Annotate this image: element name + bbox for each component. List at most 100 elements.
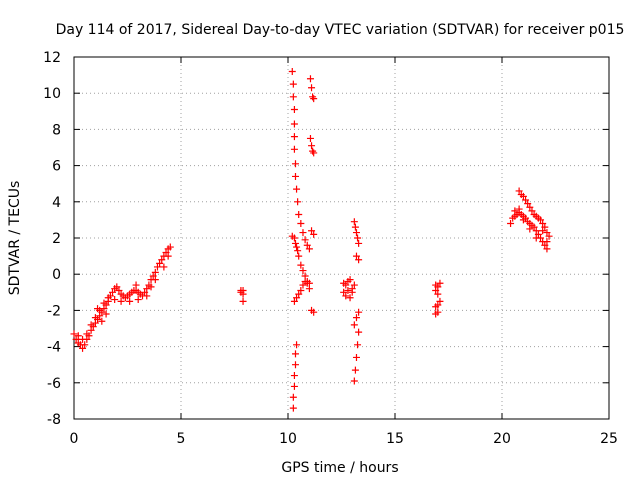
data-point — [113, 283, 121, 291]
x-tick-label: 0 — [70, 431, 79, 447]
data-point — [310, 95, 318, 103]
data-point — [126, 297, 134, 305]
data-point — [436, 297, 444, 305]
data-point — [309, 147, 317, 155]
data-point — [436, 279, 444, 287]
data-point — [310, 230, 318, 238]
data-point — [109, 288, 117, 296]
data-point — [303, 241, 311, 249]
data-point — [91, 314, 99, 322]
data-point — [534, 230, 542, 238]
y-tick-label: 0 — [52, 267, 61, 283]
data-point — [294, 198, 302, 206]
data-point — [355, 328, 363, 336]
data-point — [289, 93, 297, 101]
data-point — [289, 404, 297, 412]
data-point — [151, 268, 159, 276]
data-point — [526, 225, 534, 233]
data-point — [432, 286, 440, 294]
data-point — [160, 263, 168, 271]
data-point — [519, 216, 527, 224]
data-point — [293, 185, 301, 193]
data-point — [310, 149, 318, 157]
grid-lines — [74, 57, 609, 419]
data-point — [434, 283, 442, 291]
data-point — [308, 84, 316, 92]
data-point — [87, 321, 95, 329]
data-point — [306, 134, 314, 142]
chart-title: Day 114 of 2017, Sidereal Day-to-day VTE… — [56, 22, 625, 38]
data-point — [354, 341, 362, 349]
data-point — [344, 286, 352, 294]
data-point — [239, 297, 247, 305]
data-point — [299, 281, 307, 289]
data-point — [351, 223, 359, 231]
y-axis-label: SDTVAR / TECUs — [7, 181, 23, 296]
data-point — [291, 172, 299, 180]
data-point — [539, 227, 547, 235]
data-point — [346, 294, 354, 302]
data-point — [543, 238, 551, 246]
data-point — [351, 366, 359, 374]
data-point — [115, 286, 123, 294]
data-point — [156, 259, 164, 267]
data-point — [299, 229, 307, 237]
data-point — [352, 314, 360, 322]
data-point — [519, 192, 527, 200]
data-point — [290, 120, 298, 128]
data-point — [434, 290, 442, 298]
data-point — [310, 308, 318, 316]
data-point — [541, 223, 549, 231]
data-point — [134, 296, 142, 304]
data-point — [291, 361, 299, 369]
data-point — [297, 286, 305, 294]
data-point — [291, 350, 299, 358]
data-point — [522, 196, 530, 204]
data-point — [153, 263, 161, 271]
x-tick-label: 20 — [493, 431, 511, 447]
y-tick-label: -4 — [47, 340, 61, 356]
data-point — [117, 297, 125, 305]
data-point — [290, 133, 298, 141]
data-point — [545, 232, 553, 240]
data-point — [352, 252, 360, 260]
data-point — [511, 207, 519, 215]
data-point — [305, 245, 313, 253]
data-point — [293, 294, 301, 302]
data-point — [102, 310, 110, 318]
data-point — [354, 234, 362, 242]
data-point — [308, 142, 316, 150]
data-point — [355, 239, 363, 247]
data-point — [239, 290, 247, 298]
data-point — [294, 247, 302, 255]
x-tick-label: 10 — [279, 431, 297, 447]
x-tick-label: 5 — [177, 431, 186, 447]
data-point — [158, 256, 166, 264]
data-point — [305, 285, 313, 293]
data-point — [308, 227, 316, 235]
data-point — [111, 296, 119, 304]
y-tick-label: -8 — [47, 412, 61, 428]
data-point — [299, 267, 307, 275]
data-point — [434, 301, 442, 309]
data-point — [301, 236, 309, 244]
axis-ticks: 0 5 10 15 20 25 -8 -6 -4 -2 0 2 4 6 8 10 12 — [43, 50, 618, 447]
data-point — [295, 252, 303, 260]
data-point — [290, 105, 298, 113]
data-points — [70, 67, 553, 412]
data-point — [141, 288, 149, 296]
data-point — [104, 294, 112, 302]
data-point — [291, 239, 299, 247]
data-point — [515, 205, 523, 213]
data-point — [530, 223, 538, 231]
data-point — [295, 290, 303, 298]
data-point — [98, 317, 106, 325]
data-point — [164, 252, 172, 260]
y-tick-label: 2 — [52, 231, 61, 247]
data-point — [291, 160, 299, 168]
data-point — [537, 216, 545, 224]
data-point — [309, 93, 317, 101]
x-tick-label: 25 — [600, 431, 618, 447]
data-point — [340, 288, 348, 296]
